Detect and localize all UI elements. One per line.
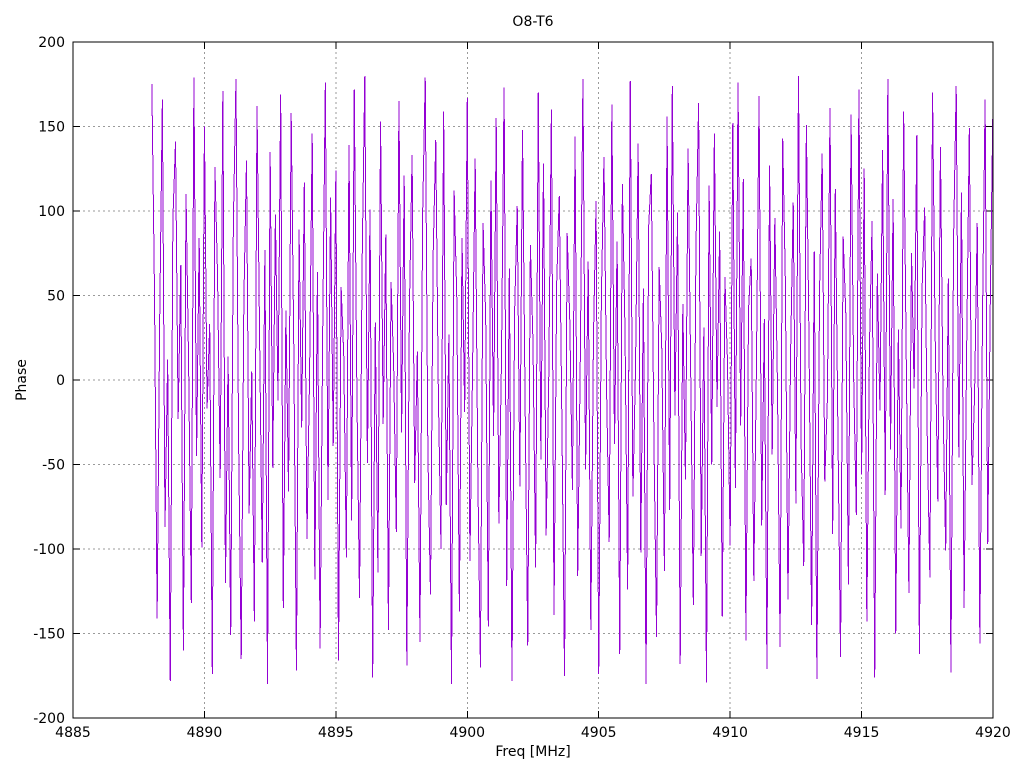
x-tick-label: 4900 <box>449 725 485 741</box>
y-tick-label: -200 <box>33 711 65 727</box>
x-axis-label: Freq [MHz] <box>495 744 570 760</box>
x-tick-label: 4905 <box>581 725 617 741</box>
y-tick-label: -50 <box>42 458 65 474</box>
x-tick-label: 4895 <box>318 725 354 741</box>
x-tick-label: 4920 <box>975 725 1011 741</box>
plot-border <box>72 41 994 719</box>
y-tick-label: -150 <box>33 627 65 643</box>
y-axis-label: Phase <box>14 359 30 401</box>
x-tick-label: 4915 <box>844 725 880 741</box>
y-tick-label: 200 <box>38 35 65 51</box>
x-tick-label: 4910 <box>712 725 748 741</box>
x-tick-label: 4885 <box>55 725 91 741</box>
y-tick-label: 100 <box>38 204 65 220</box>
y-tick-label: 50 <box>47 289 65 305</box>
x-tick-label: 4890 <box>187 725 223 741</box>
chart-generated-layer: 4885 4890 4895 4900 4905 4910 4915 4920 -200 -150… <box>33 35 1011 741</box>
phase-trace <box>151 75 994 685</box>
y-tick-label: 150 <box>38 120 65 136</box>
chart-title: O8-T6 <box>512 14 553 30</box>
y-tick-label: 0 <box>56 373 65 389</box>
y-tick-label: -100 <box>33 542 65 558</box>
